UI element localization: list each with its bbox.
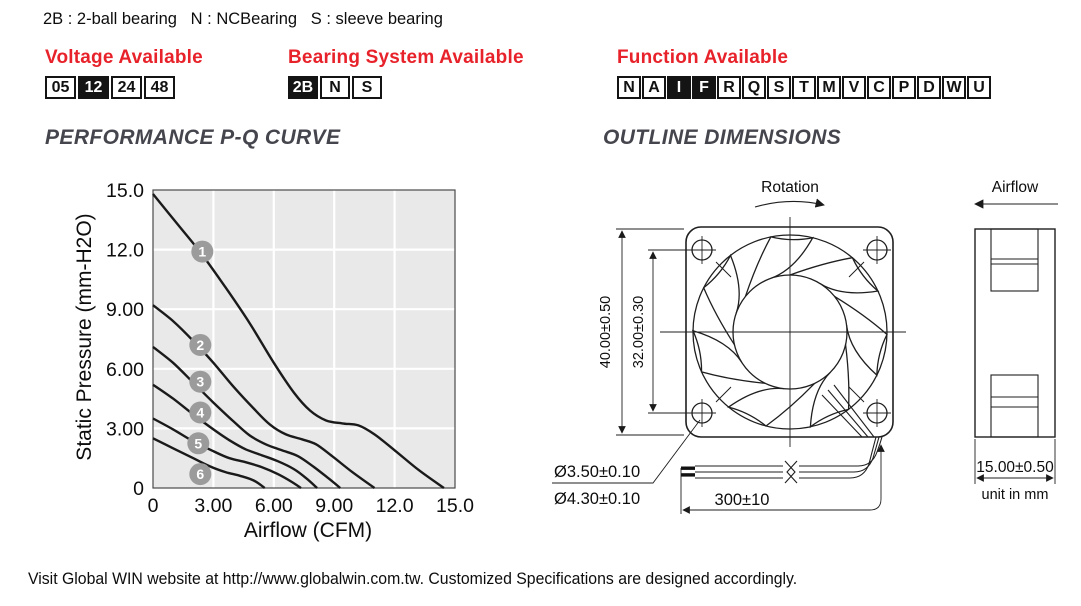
- code-box-12: 12: [78, 76, 109, 99]
- rotation-arrow: [754, 198, 825, 208]
- curve-badge-number: 3: [196, 374, 204, 390]
- code-box-2B: 2B: [288, 76, 318, 99]
- outline-dimensions-drawing: Rotation Airflow 40.00±0.50 32.00±0.30 Ø…: [552, 179, 1058, 514]
- bearing-code-legend: 2B : 2-ball bearing N : NCBearing S : sl…: [43, 10, 443, 28]
- curve-badge-4: [189, 401, 212, 424]
- code-box-T: T: [792, 76, 816, 99]
- code-box-05: 05: [45, 76, 76, 99]
- function-available-title: Function Available: [617, 47, 789, 68]
- rotation-label: Rotation: [761, 179, 819, 196]
- x-tick-label: 3.00: [194, 495, 232, 517]
- voltage-code-boxes: 05 12 24 48: [45, 76, 203, 99]
- code-box-S: S: [352, 76, 382, 99]
- voltage-available-title: Voltage Available: [45, 47, 203, 68]
- code-box-A: A: [642, 76, 666, 99]
- plot-border: [152, 189, 456, 489]
- dim-hole-d2-label: Ø4.30±0.10: [554, 490, 640, 508]
- unit-note: unit in mm: [982, 487, 1049, 503]
- dim-hole-pitch-label: 32.00±0.30: [631, 296, 647, 368]
- hole-diameter-leader: [552, 419, 701, 484]
- dim-frame-size: [616, 228, 684, 436]
- dim-frame-size-label: 40.00±0.50: [598, 296, 614, 368]
- code-box-F: F: [692, 76, 716, 99]
- wire-break-symbol: [784, 460, 798, 484]
- code-box-V: V: [842, 76, 866, 99]
- pq-curve-chart: 1 2 3 4 5 6 0 3.00 6.00 9.00 12.0 15.0 0 3.00 6.00 9.00…: [106, 180, 474, 517]
- code-box-48: 48: [144, 76, 175, 99]
- pq-curve-5: [152, 417, 302, 489]
- code-box-I: I: [667, 76, 691, 99]
- code-box-24: 24: [111, 76, 142, 99]
- x-tick-label: 0: [148, 495, 159, 517]
- code-box-S: S: [767, 76, 791, 99]
- x-tick-label: 15.0: [436, 495, 474, 517]
- pq-curve-4: [152, 383, 318, 489]
- x-tick-label: 9.00: [315, 495, 353, 517]
- code-box-R: R: [717, 76, 741, 99]
- curve-badge-number: 4: [196, 405, 204, 421]
- curve-badge-2: [189, 333, 212, 356]
- dim-lead-length: [680, 444, 885, 514]
- code-box-D: D: [917, 76, 941, 99]
- fan-side-view: [974, 199, 1058, 484]
- airflow-label: Airflow: [992, 179, 1039, 196]
- internal-wires: [821, 384, 875, 438]
- dim-lead-length-label: 300±10: [715, 491, 770, 509]
- footer-note: Visit Global WIN website at http://www.g…: [28, 569, 798, 588]
- curve-badge-number: 5: [194, 435, 202, 451]
- y-axis-title: Static Pressure (mm-H2O): [73, 213, 96, 461]
- curve-badge-number: 2: [196, 337, 204, 353]
- code-box-M: M: [817, 76, 841, 99]
- code-box-N: N: [617, 76, 641, 99]
- bearing-available-title: Bearing System Available: [288, 47, 524, 68]
- x-axis-title: Airflow (CFM): [243, 519, 373, 542]
- curve-badge-1: [191, 240, 214, 263]
- code-box-N: N: [320, 76, 350, 99]
- y-tick-label: 15.0: [106, 180, 144, 202]
- dim-hole-pitch: [648, 249, 690, 414]
- curve-badge-number: 6: [196, 466, 204, 482]
- code-box-Q: Q: [742, 76, 766, 99]
- curve-badge-number: 1: [198, 244, 206, 260]
- y-tick-label: 0: [133, 478, 144, 500]
- code-box-U: U: [967, 76, 991, 99]
- lead-wires: [695, 436, 883, 484]
- pq-curve-6: [152, 437, 266, 489]
- fan-blades: [691, 236, 888, 429]
- pq-curve-1: [152, 193, 445, 489]
- curve-badge-6: [189, 463, 212, 486]
- bearing-available-section: Bearing System Available 2B N S: [288, 47, 524, 99]
- bearing-code-boxes: 2B N S: [288, 76, 524, 99]
- dim-depth-label: 15.00±0.50: [976, 459, 1054, 476]
- code-box-C: C: [867, 76, 891, 99]
- fan-front-view: [660, 217, 906, 447]
- dim-depth-lines: [974, 439, 1056, 484]
- code-box-W: W: [942, 76, 966, 99]
- y-tick-label: 3.00: [106, 418, 144, 440]
- curve-badge-3: [189, 370, 212, 393]
- performance-section-title: PERFORMANCE P-Q CURVE: [45, 126, 341, 149]
- wire-tips: [681, 466, 695, 477]
- x-tick-label: 12.0: [376, 495, 414, 517]
- curve-badge-5: [187, 432, 210, 455]
- outline-section-title: OUTLINE DIMENSIONS: [603, 126, 842, 149]
- y-tick-label: 9.00: [106, 299, 144, 321]
- y-tick-label: 12.0: [106, 240, 144, 262]
- x-tick-label: 6.00: [255, 495, 293, 517]
- voltage-available-section: Voltage Available 05 12 24 48: [45, 47, 203, 99]
- code-box-P: P: [892, 76, 916, 99]
- y-tick-label: 6.00: [106, 359, 144, 381]
- dim-hole-d1-label: Ø3.50±0.10: [554, 463, 640, 481]
